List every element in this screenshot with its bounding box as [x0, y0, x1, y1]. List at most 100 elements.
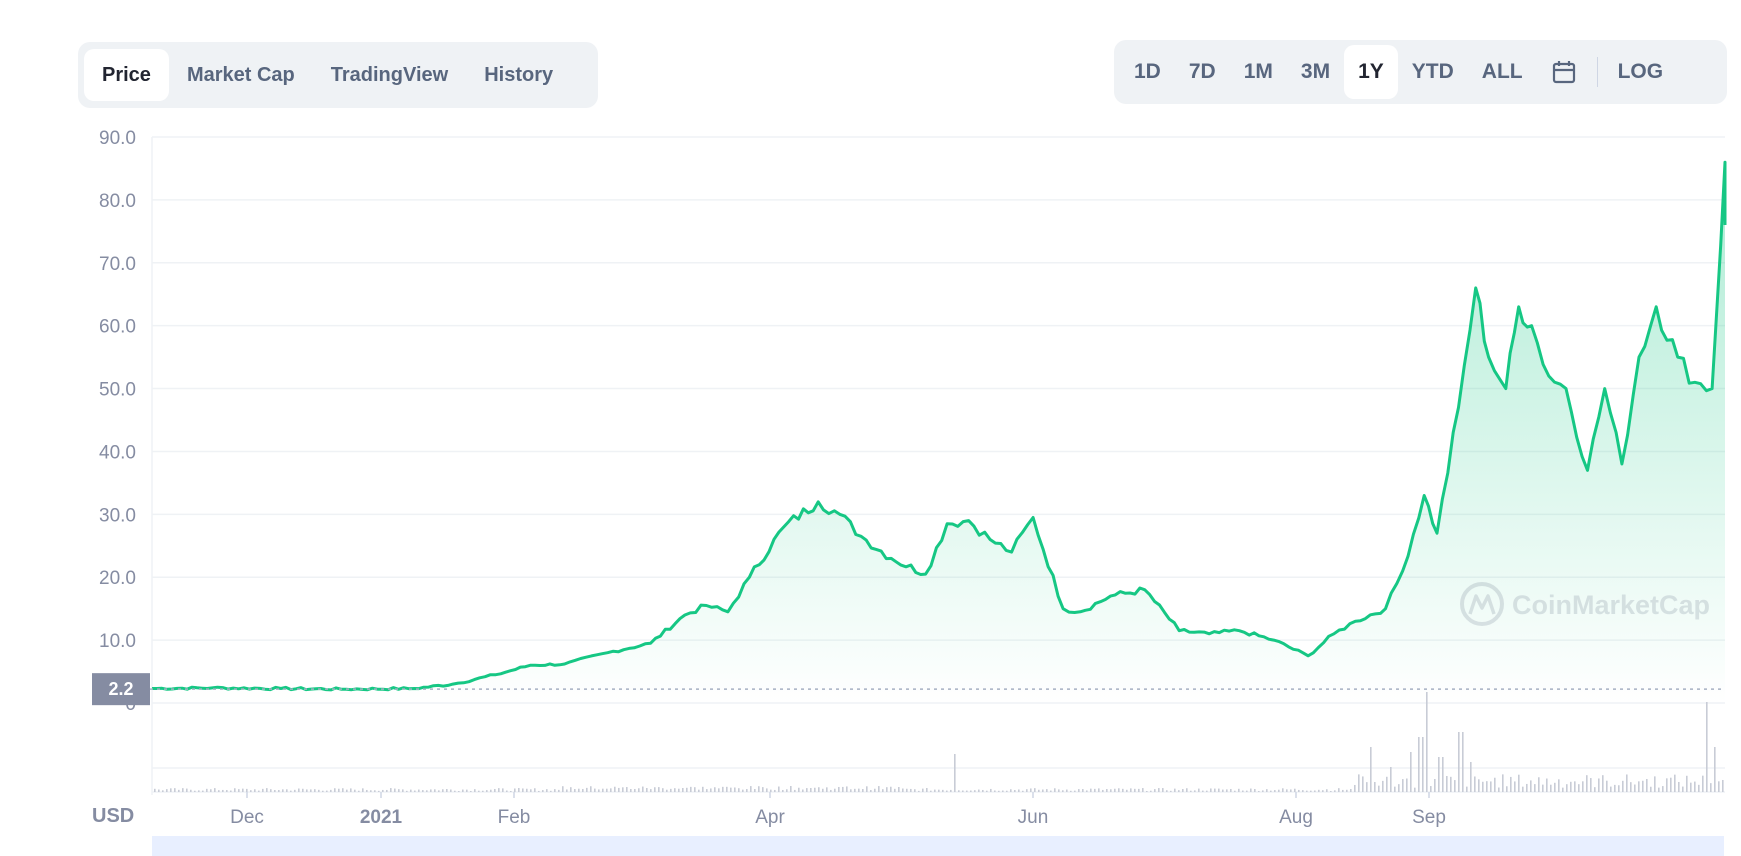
volume-bar	[294, 789, 296, 792]
volume-bar	[382, 789, 384, 792]
volume-bar	[438, 790, 440, 792]
volume-bar	[1502, 774, 1504, 792]
volume-bar	[1002, 790, 1004, 792]
volume-bar	[250, 790, 252, 792]
volume-bar	[362, 788, 364, 792]
volume-bar	[1658, 787, 1660, 792]
range-1d[interactable]: 1D	[1134, 60, 1161, 83]
volume-bar	[534, 788, 536, 792]
volume-bar	[1466, 786, 1468, 792]
range-all[interactable]: ALL	[1481, 60, 1523, 83]
coinmarketcap-mark-icon	[1468, 594, 1496, 615]
volume-bar	[1378, 785, 1380, 792]
volume-bar	[706, 789, 708, 792]
volume-bar	[906, 788, 908, 792]
volume-bar	[418, 789, 420, 792]
volume-bar	[810, 788, 812, 792]
volume-bar	[1666, 778, 1668, 792]
watermark-text: CoinMarketCap	[1512, 590, 1710, 620]
volume-bar	[598, 789, 600, 792]
volume-bar	[1530, 780, 1532, 792]
volume-bar	[962, 790, 964, 792]
volume-bar	[826, 787, 828, 792]
volume-bar	[842, 786, 844, 792]
volume-bars	[154, 692, 1724, 792]
calendar-icon[interactable]	[1537, 45, 1591, 99]
tab-market-cap[interactable]: Market Cap	[186, 63, 295, 86]
range-1m[interactable]: 1M	[1243, 60, 1273, 83]
volume-bar	[1310, 790, 1312, 792]
log-scale-toggle[interactable]: LOG	[1617, 60, 1664, 83]
volume-bar	[694, 787, 696, 792]
volume-bar	[1222, 789, 1224, 792]
tab-price[interactable]: Price	[84, 49, 169, 101]
volume-bar	[402, 789, 404, 792]
volume-bar	[358, 790, 360, 792]
tab-history[interactable]: History	[484, 63, 554, 86]
range-3m[interactable]: 3M	[1300, 60, 1331, 83]
volume-bar	[886, 787, 888, 792]
coinmarketcap-logo-icon	[1460, 582, 1504, 626]
x-tick-label: Feb	[498, 807, 531, 828]
volume-bar	[646, 788, 648, 792]
x-tick-label: Apr	[755, 807, 785, 828]
volume-bar	[714, 787, 716, 792]
volume-bar	[1494, 777, 1496, 792]
volume-bar	[1634, 784, 1636, 792]
volume-bar	[1366, 782, 1368, 792]
volume-bar	[738, 788, 740, 792]
volume-bar	[218, 790, 220, 792]
volume-bar	[542, 790, 544, 792]
volume-bar	[1574, 781, 1576, 792]
volume-bar	[1406, 778, 1408, 792]
volume-bar	[834, 788, 836, 792]
volume-bar	[1086, 790, 1088, 792]
volume-bar	[1394, 786, 1396, 792]
volume-bar	[498, 788, 500, 792]
chart-view-tabs: Price Market Cap TradingView History	[78, 42, 598, 108]
volume-bar	[1246, 790, 1248, 792]
volume-bar	[1234, 790, 1236, 792]
volume-bar	[590, 786, 592, 792]
volume-bar	[566, 789, 568, 792]
volume-bar	[330, 789, 332, 792]
volume-bar	[1126, 789, 1128, 792]
volume-bar	[754, 789, 756, 792]
volume-bar	[346, 789, 348, 792]
volume-bar	[558, 789, 560, 792]
volume-bar	[806, 788, 808, 792]
volume-bar	[762, 787, 764, 792]
tab-tradingview[interactable]: TradingView	[330, 63, 449, 86]
range-7d[interactable]: 7D	[1188, 60, 1216, 83]
volume-bar	[1014, 790, 1016, 792]
volume-bar	[1302, 790, 1304, 792]
volume-bar	[654, 787, 656, 792]
volume-bar	[230, 790, 232, 792]
volume-bar	[198, 790, 200, 792]
volume-bar	[666, 789, 668, 792]
volume-bar	[850, 789, 852, 792]
volume-bar	[290, 790, 292, 792]
volume-bar	[1478, 779, 1480, 792]
volume-bar	[310, 789, 312, 792]
volume-bar	[1054, 788, 1056, 792]
range-1y[interactable]: 1Y	[1344, 45, 1398, 99]
volume-bar	[1038, 789, 1040, 792]
volume-bar	[318, 789, 320, 792]
volume-bar	[1318, 789, 1320, 792]
y-tick-label: 50.0	[99, 380, 136, 401]
volume-bar	[1114, 788, 1116, 792]
volume-bar	[374, 790, 376, 792]
volume-bar	[1358, 774, 1360, 792]
volume-bar	[1214, 788, 1216, 792]
y-axis: 010.020.030.040.050.060.070.080.090.0	[99, 128, 136, 715]
volume-bar	[766, 788, 768, 792]
range-ytd[interactable]: YTD	[1411, 60, 1454, 83]
volume-bar	[1022, 790, 1024, 792]
volume-bar	[866, 786, 868, 792]
volume-bar	[1178, 790, 1180, 792]
volume-bar	[1426, 692, 1428, 792]
volume-bar	[1042, 789, 1044, 792]
navigator-strip[interactable]	[152, 836, 1724, 856]
volume-bar	[166, 789, 168, 792]
